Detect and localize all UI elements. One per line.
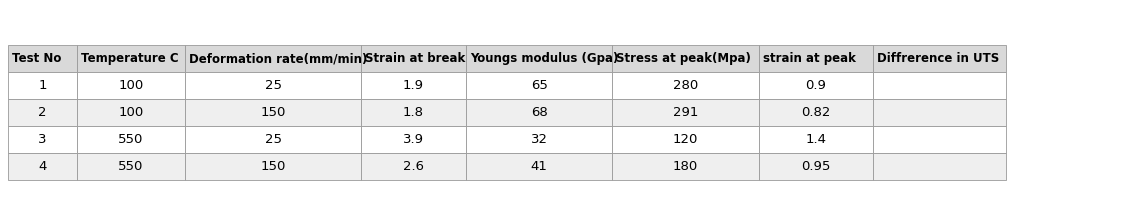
- Text: 1.8: 1.8: [403, 106, 424, 119]
- Text: 68: 68: [531, 106, 548, 119]
- Text: Deformation rate(mm/min): Deformation rate(mm/min): [189, 52, 368, 65]
- Bar: [873, 153, 1006, 180]
- Text: 32: 32: [531, 133, 548, 146]
- Text: 41: 41: [531, 160, 548, 173]
- Text: 150: 150: [260, 160, 286, 173]
- Text: 3.9: 3.9: [403, 133, 424, 146]
- Bar: [186, 45, 361, 72]
- Bar: [873, 72, 1006, 99]
- Bar: [758, 126, 873, 153]
- Text: 4: 4: [38, 160, 46, 173]
- Text: 65: 65: [531, 79, 548, 92]
- Bar: [76, 45, 186, 72]
- Bar: [612, 45, 758, 72]
- Bar: [873, 126, 1006, 153]
- Text: 3: 3: [38, 133, 46, 146]
- Bar: [612, 126, 758, 153]
- Text: 1: 1: [38, 79, 46, 92]
- Bar: [8, 45, 76, 72]
- Bar: [76, 72, 186, 99]
- Bar: [8, 126, 76, 153]
- Bar: [186, 99, 361, 126]
- Text: 291: 291: [673, 106, 699, 119]
- Bar: [758, 72, 873, 99]
- Bar: [612, 153, 758, 180]
- Text: 100: 100: [118, 106, 144, 119]
- Bar: [873, 99, 1006, 126]
- Text: Diffrerence in UTS: Diffrerence in UTS: [878, 52, 999, 65]
- Bar: [76, 99, 186, 126]
- Bar: [8, 72, 76, 99]
- Bar: [361, 153, 466, 180]
- Text: 180: 180: [673, 160, 699, 173]
- Text: 550: 550: [118, 133, 144, 146]
- Text: strain at peak: strain at peak: [763, 52, 856, 65]
- Bar: [466, 72, 612, 99]
- Bar: [466, 153, 612, 180]
- Text: 280: 280: [673, 79, 699, 92]
- Bar: [186, 153, 361, 180]
- Text: 1.4: 1.4: [806, 133, 827, 146]
- Text: 550: 550: [118, 160, 144, 173]
- Bar: [758, 99, 873, 126]
- Bar: [8, 153, 76, 180]
- Bar: [758, 153, 873, 180]
- Bar: [186, 72, 361, 99]
- Bar: [466, 45, 612, 72]
- Text: 25: 25: [264, 133, 281, 146]
- Text: 2.6: 2.6: [403, 160, 424, 173]
- Bar: [612, 72, 758, 99]
- Bar: [361, 72, 466, 99]
- Text: Stress at peak(Mpa): Stress at peak(Mpa): [616, 52, 752, 65]
- Text: 2: 2: [38, 106, 46, 119]
- Text: 120: 120: [673, 133, 699, 146]
- Bar: [76, 126, 186, 153]
- Text: Temperature C: Temperature C: [81, 52, 179, 65]
- Text: 0.9: 0.9: [806, 79, 827, 92]
- Text: Test No: Test No: [12, 52, 62, 65]
- Text: 0.82: 0.82: [801, 106, 830, 119]
- Bar: [466, 99, 612, 126]
- Text: 1.9: 1.9: [403, 79, 424, 92]
- Bar: [612, 99, 758, 126]
- Text: 100: 100: [118, 79, 144, 92]
- Bar: [361, 99, 466, 126]
- Bar: [186, 126, 361, 153]
- Bar: [361, 45, 466, 72]
- Bar: [758, 45, 873, 72]
- Text: 25: 25: [264, 79, 281, 92]
- Text: Strain at break: Strain at break: [364, 52, 465, 65]
- Text: Youngs modulus (Gpa): Youngs modulus (Gpa): [470, 52, 619, 65]
- Bar: [8, 99, 76, 126]
- Bar: [76, 153, 186, 180]
- Bar: [361, 126, 466, 153]
- Text: 150: 150: [260, 106, 286, 119]
- Text: 0.95: 0.95: [801, 160, 830, 173]
- Bar: [873, 45, 1006, 72]
- Bar: [466, 126, 612, 153]
